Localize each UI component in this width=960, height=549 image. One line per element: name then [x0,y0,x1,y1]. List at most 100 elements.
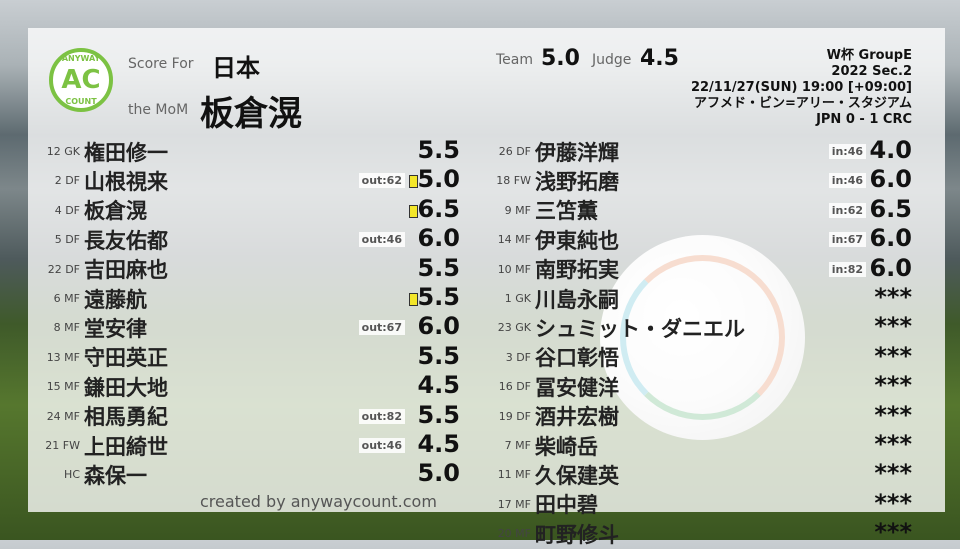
player-number-position: 24 MF [46,409,80,423]
player-number-position: 14 MF [497,233,531,247]
player-row: 16 DF 冨安健洋 [479,372,619,401]
player-name: 柴崎岳 [535,434,598,459]
logo-bottom-text: COUNT [65,97,97,106]
player-row: 3 DF 谷口彰悟 [479,343,619,372]
substitution-badge: out:46 [358,438,405,453]
player-name: 川島永嗣 [535,287,619,312]
team-score: 5.0 [541,46,580,71]
player-score: 6.0 [869,224,912,253]
player-score: 4.5 [417,430,460,458]
player-score: *** [874,459,912,488]
player-row: 6 MF 遠藤航 [28,284,147,313]
substitution-badge: out:46 [358,232,405,248]
player-score: 6.0 [869,165,912,194]
substitution-badge: in:67 [828,232,866,248]
player-number-position: 1 GK [504,292,531,305]
mom-name: 板倉滉 [200,94,302,134]
player-name: 三笘薫 [535,199,598,224]
player-row: 19 DF 酒井宏樹 [479,402,619,431]
player-row: 9 MF 三笘薫 [479,196,598,225]
player-name: 鎌田大地 [84,375,168,400]
player-row: 8 MF 堂安律 [28,313,147,342]
player-row: 4 DF 板倉滉 [28,196,147,225]
player-number-position: 23 GK [497,321,531,335]
score-panel [28,28,945,512]
player-score: *** [874,488,912,517]
player-row: 7 MF 柴崎岳 [479,431,598,460]
player-number-position: 12 GK [46,145,80,158]
player-name: 南野拓実 [535,258,619,283]
substitution-badge: in:82 [828,261,866,277]
player-row: 24 MF 相馬勇紀 [28,402,168,431]
anywaycount-logo: ANYWAY AC COUNT [49,48,113,112]
player-number-position: 26 DF [498,145,531,158]
player-number-position: 3 DF [505,350,531,364]
player-row: 10 MF 南野拓実 [479,255,619,284]
player-number-position: 11 MF [497,468,531,482]
player-name: 山根視来 [84,169,168,194]
substitution-badge: in:62 [828,202,866,218]
player-row: 2 DF 山根視来 [28,166,168,195]
mom-label: the MoM [128,102,189,118]
player-row: 5 DF 長友佑都 [28,225,168,254]
logo-text: AC [61,65,101,95]
player-name: 守田英正 [84,346,168,371]
player-row: 21 FW 上田綺世 [28,431,168,460]
player-number-position: 9 MF [504,203,531,217]
player-name: 長友佑都 [84,228,168,253]
player-name: シュミット・ダニエル [535,316,745,341]
judge-score: 4.5 [640,46,679,71]
player-score: *** [874,518,912,547]
player-number-position: 15 MF [46,380,80,394]
player-score: 5.5 [417,136,460,164]
stadium: アフメド・ビン=アリー・スタジアム [694,96,912,111]
player-score: 6.5 [869,194,912,223]
player-name: 酒井宏樹 [535,405,619,430]
player-row: 12 GK 権田修一 [28,137,168,166]
player-score: 5.0 [417,459,460,488]
player-score: 6.0 [417,312,460,341]
player-number-position: HC [64,468,80,482]
player-number-position: 21 FW [45,439,80,452]
player-number-position: 20 MF [497,527,531,541]
datetime: 22/11/27(SUN) 19:00 [+09:00] [690,80,912,95]
player-number-position: 22 DF [47,262,80,276]
player-number-position: 16 DF [498,380,531,394]
player-name: 田中碧 [535,493,598,518]
substitution-badge: out:82 [358,408,405,424]
player-name: 冨安健洋 [535,375,619,400]
player-score: *** [874,400,912,429]
yellow-card-icon [409,293,418,306]
player-number-position: 6 MF [53,292,80,305]
player-number-position: 18 FW [496,174,531,188]
player-score: 6.0 [869,253,912,282]
player-number-position: 10 MF [497,262,531,276]
player-row: 15 MF 鎌田大地 [28,372,168,401]
player-name: 相馬勇紀 [84,405,168,430]
player-score: 5.5 [417,283,460,311]
substitution-badge: in:46 [828,173,866,189]
player-row: 26 DF 伊藤洋輝 [479,137,619,166]
player-number-position: 4 DF [54,203,80,217]
player-row: 11 MF 久保建英 [479,460,619,489]
player-number-position: 19 DF [498,409,531,423]
player-number-position: 13 MF [46,350,80,364]
player-row: 17 MF 田中碧 [479,490,598,519]
team-name: 日本 [212,54,260,82]
player-score: *** [874,312,912,341]
player-number-position: 17 MF [497,497,531,511]
player-score: 6.0 [417,224,460,253]
credit-text: created by anywaycount.com [200,492,437,511]
player-score: 5.5 [417,253,460,282]
substitution-badge: out:62 [358,173,405,189]
team-score-label: Team [496,52,534,68]
score-for-label: Score For [128,56,194,72]
player-score: 6.5 [417,194,460,223]
result: JPN 0 - 1 CRC [816,112,912,127]
judge-score-label: Judge [592,52,632,68]
player-name: 町野修斗 [535,522,619,547]
player-name: 遠藤航 [84,287,147,312]
player-row: 22 DF 吉田麻也 [28,255,168,284]
match-info: W杯 GroupE 2022 Sec.2 22/11/27(SUN) 19:00… [691,48,912,128]
player-row: 23 GK シュミット・ダニエル [479,313,745,342]
